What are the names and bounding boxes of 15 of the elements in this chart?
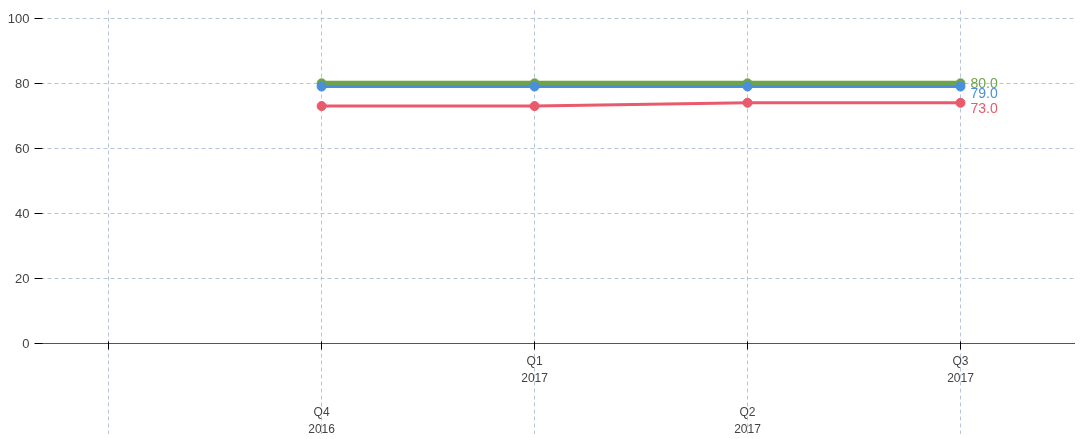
point — [316, 101, 327, 112]
y-tick-label: 20 — [15, 270, 30, 286]
point — [529, 101, 540, 112]
y-tick-label: 0 — [22, 335, 30, 351]
x-tick-label: Q1 2017 — [521, 354, 549, 386]
y-tick-label: 80 — [15, 75, 30, 91]
annotation: 73.0 — [970, 99, 998, 116]
point — [955, 97, 966, 108]
y-tick-label: 60 — [15, 140, 30, 156]
y-tick-label: 40 — [15, 205, 30, 221]
point — [742, 97, 753, 108]
x-tick-label: Q4 2016 — [308, 404, 336, 436]
x-tick-label: Q3 2017 — [947, 354, 975, 386]
y-tick-label: 100 — [7, 10, 30, 26]
x-tick-label: Q2 2017 — [734, 404, 762, 436]
